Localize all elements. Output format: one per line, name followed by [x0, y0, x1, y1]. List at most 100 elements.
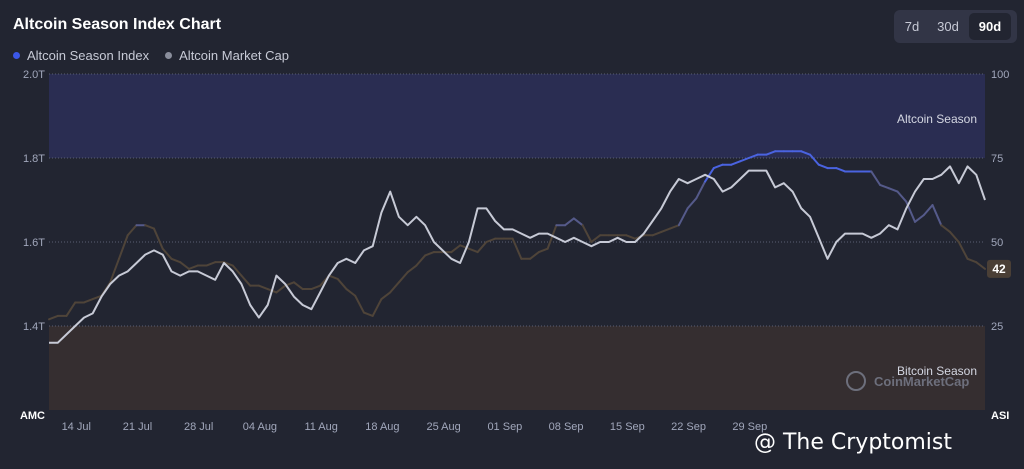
- index-line-segment: [704, 167, 715, 183]
- range-7d-button[interactable]: 7d: [904, 19, 920, 34]
- legend-item-index[interactable]: Altcoin Season Index: [13, 48, 149, 63]
- altcoin-season-label: Altcoin Season: [897, 112, 977, 126]
- index-line-segment: [747, 153, 759, 159]
- x-axis-tick-label: 25 Aug: [427, 421, 461, 433]
- index-line-segment: [485, 237, 497, 243]
- index-line-segment: [476, 241, 488, 254]
- x-axis-tick-label: 22 Sep: [671, 421, 706, 433]
- x-axis-tick-label: 01 Sep: [487, 421, 522, 433]
- index-line-segment: [546, 224, 558, 250]
- index-line-segment: [371, 298, 383, 317]
- index-line-segment: [345, 288, 357, 297]
- x-axis-tick-label: 28 Jul: [184, 421, 213, 433]
- right-axis-label: ASI: [991, 410, 1009, 422]
- x-axis-tick-label: 15 Sep: [610, 421, 645, 433]
- index-line-segment: [354, 294, 365, 314]
- index-line-segment: [231, 264, 243, 277]
- index-line-segment: [161, 247, 173, 260]
- index-line-segment: [65, 301, 77, 317]
- index-line-segment: [292, 281, 304, 291]
- index-line-segment: [327, 274, 339, 280]
- right-axis-tick-label: 100: [991, 69, 1009, 81]
- page-title: Altcoin Season Index Chart: [13, 16, 222, 33]
- index-line-segment: [529, 251, 540, 260]
- legend-label: Altcoin Market Cap: [179, 48, 289, 63]
- index-line-segment: [450, 244, 462, 254]
- index-line-segment: [406, 264, 418, 274]
- index-line-segment: [397, 271, 409, 284]
- x-axis-tick-label: 14 Jul: [62, 421, 91, 433]
- current-value-badge: [987, 259, 1011, 278]
- right-axis-tick-label: 25: [991, 321, 1003, 333]
- index-line-segment: [389, 281, 400, 294]
- index-line-segment: [117, 234, 129, 260]
- index-line-segment: [572, 217, 584, 227]
- index-line-segment: [914, 214, 925, 223]
- legend-label: Altcoin Season Index: [27, 48, 150, 63]
- index-line-segment: [415, 254, 427, 267]
- index-line-segment: [590, 234, 602, 243]
- right-axis-tick-label: 50: [991, 237, 1003, 249]
- index-line-segment: [205, 261, 217, 267]
- legend-item-marketcap[interactable]: Altcoin Market Cap: [165, 48, 289, 63]
- x-axis-tick-label: 11 Aug: [304, 421, 337, 433]
- range-30d-button[interactable]: 30d: [937, 19, 959, 34]
- index-line-segment: [730, 160, 742, 166]
- footer-watermark-text: @ The Cryptomist: [754, 430, 953, 455]
- x-axis-tick-label: 21 Jul: [123, 421, 152, 433]
- index-line-segment: [187, 264, 199, 270]
- current-value-badge-text: 42: [992, 262, 1006, 276]
- x-axis-tick-label: 18 Aug: [365, 421, 399, 433]
- chart-legend: Altcoin Season Index Altcoin Market Cap: [13, 48, 289, 63]
- left-axis-tick-label: 2.0T: [23, 69, 45, 81]
- left-axis-tick-label: 1.6T: [23, 237, 45, 249]
- bitcoin-season-label: Bitcoin Season: [897, 364, 977, 378]
- bitcoin-season-zone: [49, 326, 985, 410]
- index-line-segment: [380, 291, 392, 301]
- x-axis-tick-label: 08 Sep: [549, 421, 584, 433]
- index-line-segment: [240, 274, 252, 287]
- index-line-segment: [651, 230, 663, 237]
- index-line-segment: [695, 180, 707, 200]
- index-line-segment: [511, 237, 523, 260]
- index-line-segment: [144, 224, 155, 230]
- coinmarketcap-logo-icon: [846, 371, 866, 391]
- index-line-segment: [310, 284, 322, 291]
- right-axis-tick-label: 75: [991, 153, 1003, 165]
- index-line-segment: [835, 167, 847, 173]
- index-line-segment: [975, 261, 986, 270]
- legend-dot-icon: [13, 52, 20, 59]
- range-90d-button[interactable]: 90d: [969, 13, 1011, 40]
- watermark-text: CoinMarketCap: [874, 374, 969, 389]
- left-axis-tick-label: 1.8T: [23, 153, 45, 165]
- index-line-segment: [940, 224, 952, 233]
- index-line-segment: [82, 298, 94, 304]
- x-axis-tick-label: 29 Sep: [732, 421, 767, 433]
- index-line-segment: [257, 284, 269, 291]
- index-line-segment: [424, 251, 435, 257]
- index-line-segment: [870, 170, 882, 186]
- footer-watermark: @ The Cryptomist: [754, 430, 952, 455]
- index-line-segment: [669, 224, 680, 230]
- index-line-segment: [712, 163, 724, 170]
- index-line-segment: [564, 217, 575, 227]
- left-axis-label: AMC: [20, 410, 45, 422]
- index-line-segment: [931, 204, 943, 227]
- index-line-segment: [922, 204, 934, 217]
- index-line-segment: [686, 197, 698, 210]
- index-line-segment: [362, 311, 374, 317]
- index-line-segment: [949, 230, 960, 243]
- altcoin-season-zone: [49, 74, 985, 158]
- index-line-segment: [126, 224, 138, 237]
- index-line-segment: [809, 153, 820, 166]
- index-line-segment: [275, 284, 287, 294]
- index-line-segment: [152, 227, 164, 250]
- index-line-segment: [800, 150, 812, 156]
- index-line-segment: [879, 183, 890, 190]
- index-line-segment: [459, 244, 470, 250]
- index-line-segment: [660, 227, 672, 233]
- index-line-segment: [537, 247, 549, 254]
- x-axis-tick-label: 04 Aug: [243, 421, 277, 433]
- index-line-segment: [48, 314, 59, 321]
